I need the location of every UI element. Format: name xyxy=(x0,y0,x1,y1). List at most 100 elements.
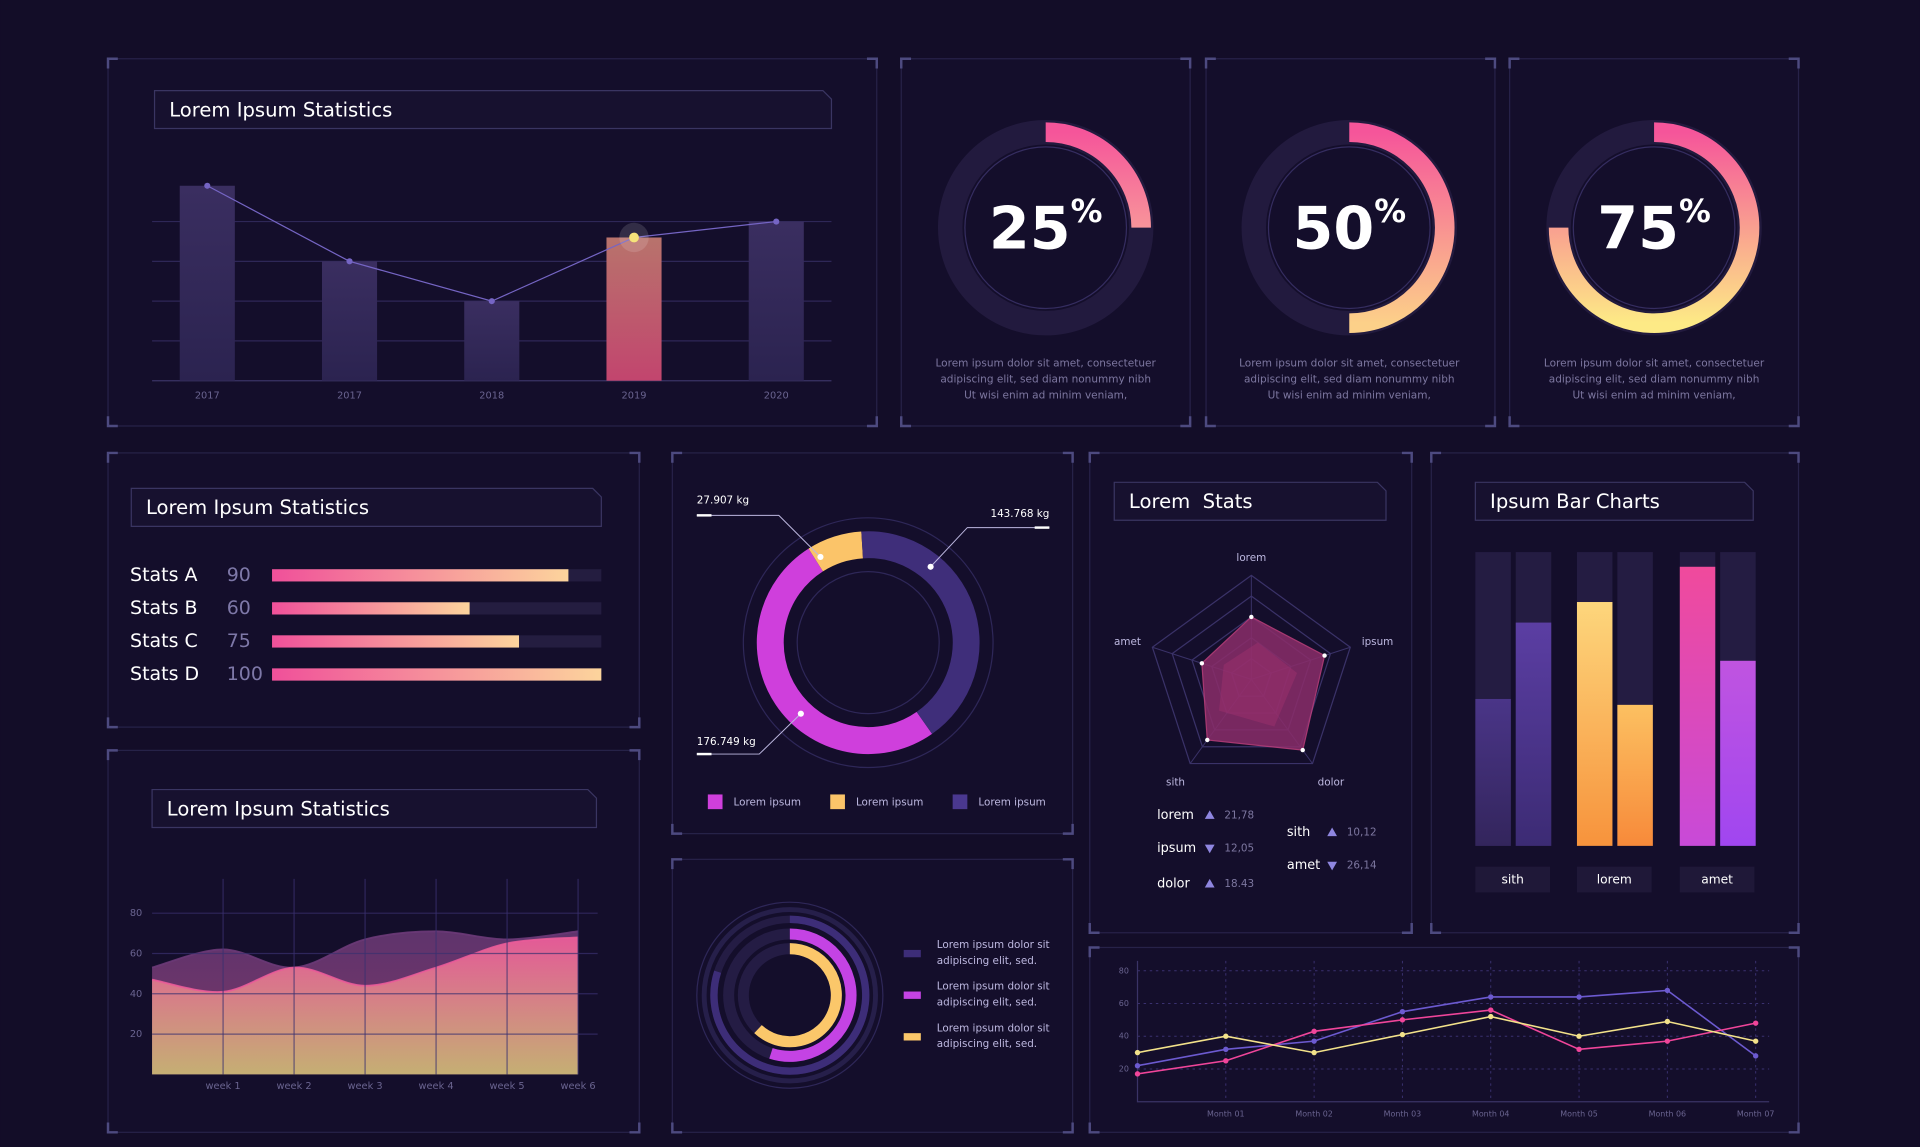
category-box xyxy=(1576,866,1652,893)
stat-name: lorem xyxy=(1157,808,1194,823)
gauge-arc xyxy=(1548,122,1760,333)
x-tick-label: week 6 xyxy=(561,1081,596,1092)
panel-corners xyxy=(1508,57,1800,428)
category-box xyxy=(1679,866,1755,893)
line-point xyxy=(1399,1017,1406,1023)
gauge-unit: % xyxy=(1374,192,1406,230)
category-box xyxy=(1475,866,1551,893)
legend-label: adipiscing elit, sed. xyxy=(937,955,1037,967)
legend-swatch xyxy=(903,949,921,958)
line-point xyxy=(1399,1031,1406,1038)
x-tick-label: week 5 xyxy=(490,1081,525,1092)
bar xyxy=(464,301,520,381)
panel-corners xyxy=(900,57,1192,428)
donut-segment xyxy=(861,531,980,734)
gauge-label: 75% xyxy=(1597,192,1711,263)
radar-axis-label: lorem xyxy=(1236,552,1266,564)
legend-label: adipiscing elit, sed. xyxy=(937,1038,1037,1050)
legend-label: Lorem ipsum xyxy=(978,796,1045,808)
gauge-description: adipiscing elit, sed diam nonummy nibh xyxy=(1549,373,1760,385)
line xyxy=(1137,989,1757,1067)
bar xyxy=(321,261,378,381)
y-tick-label: 60 xyxy=(130,948,142,959)
line xyxy=(1137,1009,1756,1075)
line-point xyxy=(346,258,353,265)
bar-label: Stats B xyxy=(130,597,197,619)
gauge-label: 25% xyxy=(989,192,1103,263)
stat-name: amet xyxy=(1287,858,1320,873)
line-point xyxy=(1664,987,1671,994)
y-tick-label: 40 xyxy=(130,989,142,1000)
line-point xyxy=(1752,1038,1759,1044)
gauge-label: 50% xyxy=(1292,192,1406,263)
bar-label: Stats D xyxy=(130,663,199,685)
callout-line xyxy=(930,527,1050,568)
donut-label: 143.768 kg xyxy=(990,508,1049,520)
bar xyxy=(272,602,470,615)
line xyxy=(1137,1015,1756,1054)
panel-corners xyxy=(1088,451,1413,935)
gauge-inner xyxy=(1267,146,1431,310)
x-tick-label: Month 04 xyxy=(1472,1109,1510,1118)
donut-outer-ring xyxy=(742,517,994,769)
gauge-unit: % xyxy=(1071,192,1103,230)
line-point xyxy=(629,232,639,243)
panel-corners xyxy=(106,749,641,1134)
gauge-value: 75 xyxy=(1597,194,1679,263)
bar-label: Stats C xyxy=(130,630,198,652)
trend-arrow xyxy=(1204,844,1215,854)
stat-name: ipsum xyxy=(1157,841,1196,856)
line-point xyxy=(1752,1053,1759,1059)
bar xyxy=(748,221,804,381)
x-tick-label: Month 05 xyxy=(1560,1109,1598,1118)
radar-axis-label: ipsum xyxy=(1362,636,1394,648)
bar xyxy=(1515,622,1552,846)
x-tick-label: Month 01 xyxy=(1207,1109,1245,1118)
title-box xyxy=(151,788,598,829)
bar-label: Stats A xyxy=(130,564,197,586)
ring-arc xyxy=(754,943,842,1048)
legend-swatch xyxy=(903,991,921,999)
radar-axis-label: sith xyxy=(1166,776,1185,788)
line-point xyxy=(1311,1049,1317,1056)
gauge-description: Lorem ipsum dolor sit amet, consectetuer xyxy=(936,358,1157,370)
x-tick-label: 2020 xyxy=(764,390,789,401)
line-point xyxy=(204,182,211,189)
line-point xyxy=(1664,1038,1671,1044)
gauge-unit: % xyxy=(1679,192,1711,230)
line-point xyxy=(1488,1013,1494,1020)
line-point xyxy=(1134,1063,1141,1069)
bar xyxy=(179,185,235,381)
line-point xyxy=(1576,1033,1582,1039)
bar-value: 100 xyxy=(227,663,263,685)
ring-outline xyxy=(701,907,878,1084)
gauge-description: Ut wisi enim ad minim veniam, xyxy=(964,389,1127,401)
bar xyxy=(1576,602,1613,846)
gauge-arc xyxy=(1045,122,1151,228)
trend-arrow xyxy=(1327,827,1338,837)
y-tick-label: 80 xyxy=(1119,966,1129,975)
donut-label: 176.749 kg xyxy=(697,736,756,748)
legend-swatch xyxy=(903,1033,921,1041)
panel-corners xyxy=(671,451,1074,835)
gauge-value: 50 xyxy=(1292,194,1374,263)
bar xyxy=(1720,660,1756,846)
x-tick-label: 2019 xyxy=(622,390,647,401)
bar-value: 90 xyxy=(227,564,251,586)
stat-value: 10,12 xyxy=(1347,826,1377,838)
legend-swatch xyxy=(707,794,723,810)
stat-value: 12,05 xyxy=(1224,842,1254,854)
panel xyxy=(671,452,1074,835)
ring-outline xyxy=(696,901,884,1089)
callout-dot xyxy=(797,710,804,717)
x-tick-label: week 1 xyxy=(206,1081,241,1092)
axis-line xyxy=(1136,960,1770,1103)
line-point xyxy=(1488,994,1494,1000)
line-point xyxy=(1311,1038,1317,1044)
radar-ring xyxy=(1151,574,1352,765)
radar-point xyxy=(1205,737,1210,743)
x-tick-label: Month 06 xyxy=(1649,1109,1687,1118)
stat-value: 18.43 xyxy=(1224,878,1254,890)
title-box xyxy=(130,487,602,527)
